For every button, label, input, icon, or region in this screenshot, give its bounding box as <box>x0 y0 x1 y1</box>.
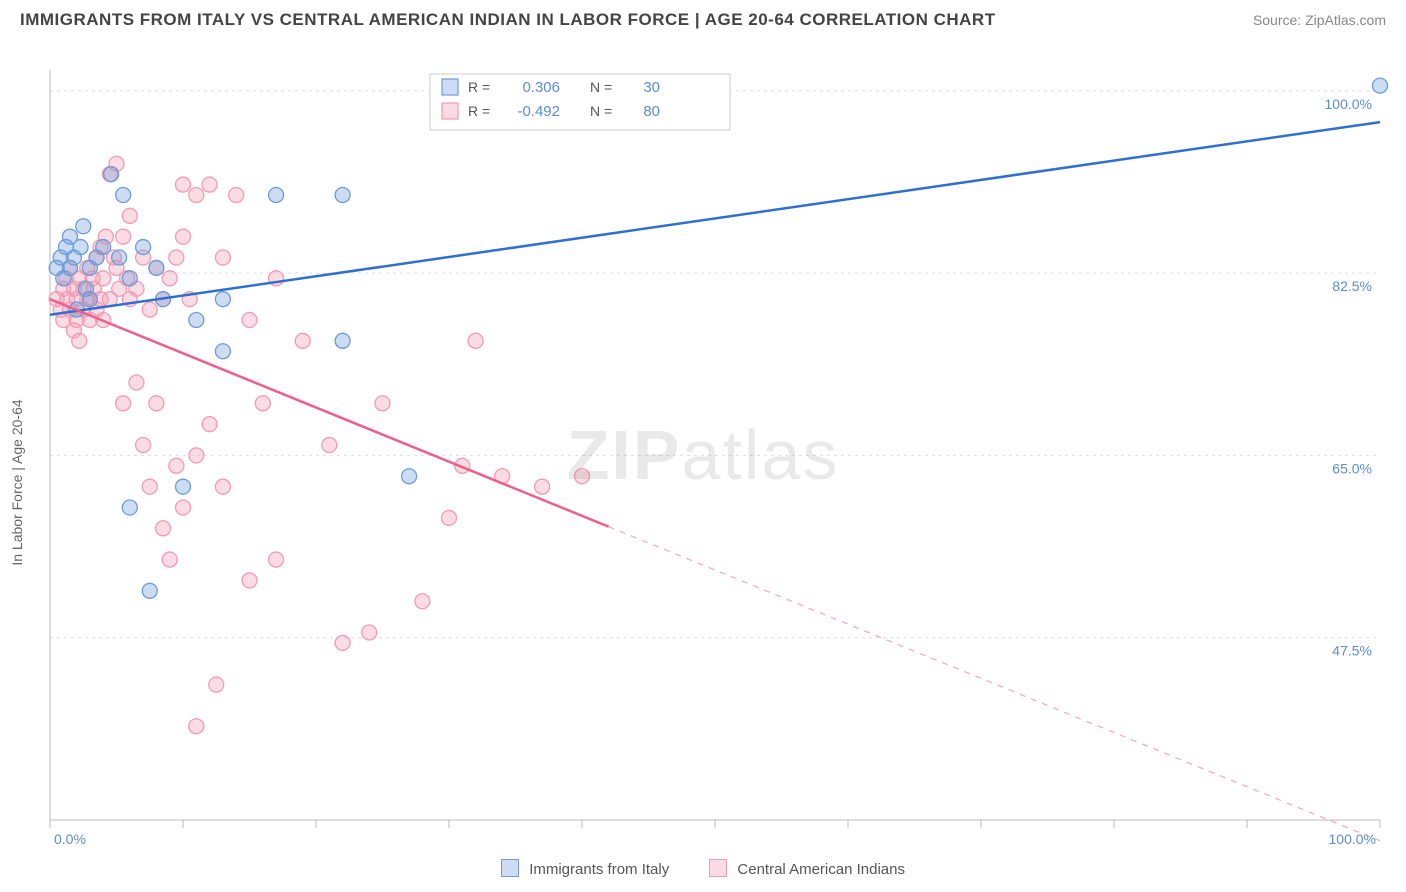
svg-text:R =: R = <box>468 103 490 119</box>
page-title: IMMIGRANTS FROM ITALY VS CENTRAL AMERICA… <box>20 10 996 30</box>
legend-label-cai: Central American Indians <box>737 861 905 878</box>
legend-swatch-cai <box>709 859 727 877</box>
svg-text:In Labor Force | Age 20-64: In Labor Force | Age 20-64 <box>9 399 25 566</box>
svg-text:65.0%: 65.0% <box>1332 460 1372 476</box>
scatter-chart: 47.5% 65.0% 82.5% 100.0% 0.0% 100.0% In Labor … <box>0 30 1406 880</box>
source-label: Source: ZipAtlas.com <box>1253 12 1386 28</box>
legend-label-italy: Immigrants from Italy <box>529 861 669 878</box>
svg-text:-0.492: -0.492 <box>517 103 560 120</box>
bottom-legend: Immigrants from Italy Central American I… <box>0 859 1406 878</box>
legend-item-italy: Immigrants from Italy <box>501 859 669 878</box>
svg-text:100.0%: 100.0% <box>1325 96 1372 112</box>
svg-text:N =: N = <box>590 79 612 95</box>
svg-text:0.306: 0.306 <box>522 79 560 96</box>
svg-text:80: 80 <box>643 103 660 120</box>
legend-item-cai: Central American Indians <box>709 859 905 878</box>
svg-text:30: 30 <box>643 79 660 96</box>
svg-text:0.0%: 0.0% <box>54 831 86 847</box>
svg-text:N =: N = <box>590 103 612 119</box>
chart-area: 47.5% 65.0% 82.5% 100.0% 0.0% 100.0% In Labor … <box>0 30 1406 880</box>
svg-text:R =: R = <box>468 79 490 95</box>
svg-text:82.5%: 82.5% <box>1332 278 1372 294</box>
svg-text:47.5%: 47.5% <box>1332 643 1372 659</box>
legend-swatch-italy <box>501 859 519 877</box>
svg-text:100.0%: 100.0% <box>1329 831 1376 847</box>
